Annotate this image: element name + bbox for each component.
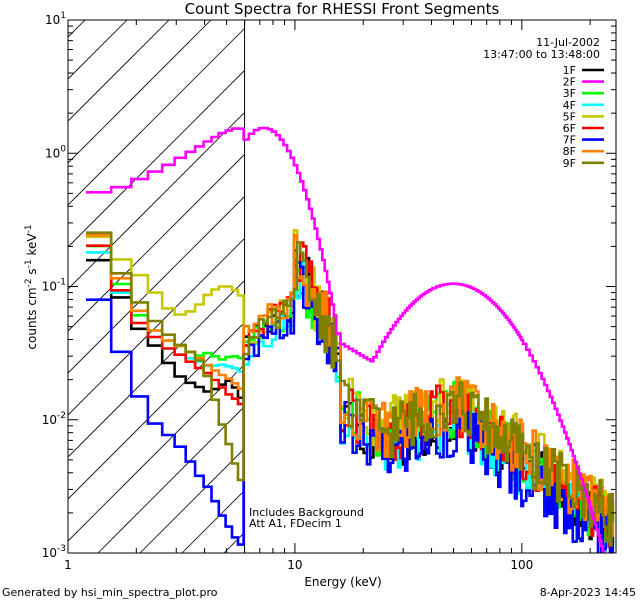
hatch-line: [68, 20, 254, 206]
annotation-background: Includes Background: [249, 506, 364, 519]
legend-label-3f: 3F: [563, 87, 576, 100]
x-axis-label: Energy (keV): [304, 575, 381, 589]
series-2f: [86, 126, 606, 553]
observation-date: 11-Jul-2002: [536, 36, 600, 49]
legend-label-5f: 5F: [563, 110, 576, 123]
axis-ticks: [67, 20, 616, 554]
y-tick-label-0.001: 10-3: [42, 544, 66, 560]
y-tick-label-0.01: 10-2: [42, 411, 66, 427]
hatch-line: [0, 0, 28, 553]
legend-label-1f: 1F: [563, 64, 576, 77]
legend-label-8f: 8F: [563, 145, 576, 158]
series-lines: [86, 126, 615, 553]
legend-label-9f: 9F: [563, 157, 576, 170]
y-tick-label-0.1: 10-1: [42, 278, 66, 294]
annotation-attenuator: Att A1, FDecim 1: [249, 517, 342, 530]
y-tick-label-10: 101: [45, 11, 66, 27]
hatch-line: [68, 20, 86, 38]
hatch-line: [68, 20, 212, 164]
y-axis-label: counts cm-2 s-1 keV-1: [24, 224, 39, 349]
hatch-line: [68, 20, 170, 122]
hatch-line: [68, 20, 296, 248]
legend-label-4f: 4F: [563, 99, 576, 112]
x-tick-label-100: 100: [510, 558, 533, 572]
y-tick-label-1: 100: [45, 144, 66, 160]
legend-label-6f: 6F: [563, 122, 576, 135]
generated-by-footer: Generated by hsi_min_spectra_plot.pro: [2, 586, 218, 599]
legend-label-7f: 7F: [563, 134, 576, 147]
x-tick-label-10: 10: [287, 558, 302, 572]
observation-time-range: 13:47:00 to 13:48:00: [483, 48, 600, 61]
legend-label-2f: 2F: [563, 76, 576, 89]
chart-title: Count Spectra for RHESSI Front Segments: [185, 0, 500, 18]
x-tick-label-1: 1: [64, 558, 72, 572]
render-timestamp: 8-Apr-2023 14:45: [540, 586, 636, 599]
series-9f: [86, 231, 615, 547]
